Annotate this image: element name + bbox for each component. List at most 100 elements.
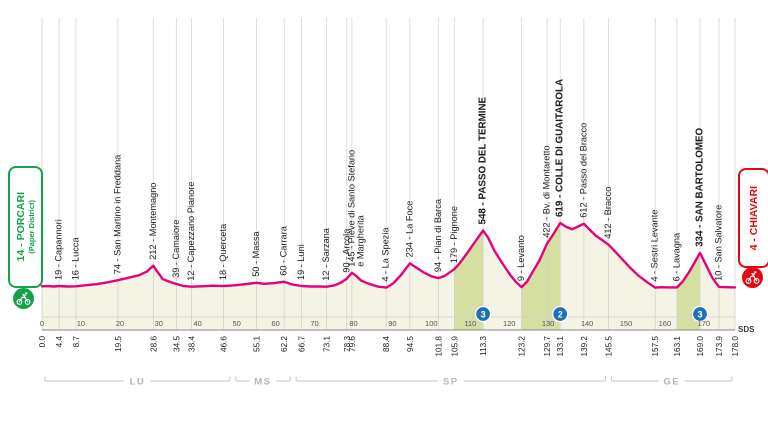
km-tick-label: 88.4 [382,336,391,352]
km-tick-label: 66.7 [298,336,307,352]
waypoint-label: 74 - San Martino in Freddana [112,154,122,274]
decade-tick-label: 20 [116,319,124,328]
km-tick-label: 163.1 [673,336,682,357]
km-tick-label: 129.7 [543,336,552,357]
km-tick-label: 55.1 [253,336,262,352]
waypoint-label: 619 - COLLE DI GUAITAROLA [555,79,566,217]
waypoint-label: 19 - Luni [296,244,306,280]
decade-tick-label: 130 [542,319,555,328]
km-tick-label: 105.9 [450,336,459,357]
km-tick-label: 139.2 [580,336,589,357]
km-tick-label: 4.4 [55,336,64,348]
km-tick-label: 34.5 [172,336,181,352]
province-bracket: SP [295,376,606,388]
km-tick-label: 123.2 [518,336,527,357]
climb-area [454,230,484,330]
waypoint-label: 12 - Sarzana [321,227,331,280]
gpm-badge [552,305,569,323]
waypoint-label: 90 - Arcola [341,228,351,273]
km-tick-label: 113.3 [479,336,488,356]
waypoint-label: 50 - Massa [251,230,261,276]
cyclist-glyph [745,271,760,284]
waypoint-label: 145 - Pieve di Santo Stefano [346,150,356,267]
start-box: 14 - PORCARI (Paper District) [8,166,43,288]
waypoint-label: 179 - Pignone [449,206,459,263]
km-tick-label: 28.6 [149,336,158,352]
gpm-category-label: 3 [481,310,486,320]
km-tick-label: 62.2 [280,336,289,352]
waypoint-label: 548 - PASSO DEL TERMINE [478,96,489,224]
start-location-sublabel: (Paper District) [27,200,36,254]
waypoint-label: 60 - Carrara [279,225,289,275]
decade-tick-label: 30 [155,319,163,328]
province-label: MS [254,377,271,388]
climb-area [521,223,561,330]
waypoint-label: 422 - Bv. di Montaretto [542,145,552,237]
km-tick-label: 169.0 [696,336,705,357]
km-tick-label: 173.9 [715,336,724,357]
waypoint-label: 334 - SAN BARTOLOMEO [695,127,706,246]
waypoint-label: 412 - Bracco [603,187,613,239]
km-tick-label: 73.1 [323,336,332,352]
finish-cyclist-icon [742,267,763,288]
province-label: GE [663,377,680,388]
km-tick-label: 101.8 [434,336,443,357]
waypoint-label: 612 - Passo del Bracco [578,123,588,218]
waypoint-label: 234 - La Foce [404,201,414,258]
decade-tick-label: 40 [194,319,202,328]
waypoint-label: 19 - Capannori [54,219,64,280]
cyclist-glyph [16,292,31,305]
start-cyclist-icon [13,288,34,309]
decade-tick-label: 80 [349,319,357,328]
province-bracket: MS [235,376,291,388]
km-tick-label: 178.0 [731,336,740,357]
decade-tick-label: 160 [659,319,672,328]
credit-label: SDS [738,325,755,334]
km-tick-label: 145.5 [605,336,614,357]
finish-location-label: 4 - CHIAVARI [748,185,760,251]
decade-tick-label: 50 [233,319,241,328]
gpm-category-label: 2 [558,310,563,320]
waypoint-label: 16 - Lucca [70,237,80,281]
province-label: LU [130,377,146,388]
decade-tick-label: 0 [40,319,44,328]
finish-box: 4 - CHIAVARI [738,168,768,268]
km-tick-label: 8.7 [72,336,81,348]
decade-tick-label: 90 [388,319,396,328]
decade-tick-label: 100 [425,319,438,328]
decade-tick-label: 110 [464,319,476,328]
waypoint-label: 6 - Lavagna [672,232,682,281]
km-tick-label: 46.6 [219,336,228,352]
km-tick-label: 157.5 [651,336,660,357]
gpm-category-label: 3 [697,310,702,320]
waypoint-label: 4 - Sestri Levante [650,210,660,282]
province-bracket: LU [44,376,231,388]
km-tick-label: 133.1 [556,336,565,357]
decade-tick-label: 140 [581,319,594,328]
province-bracket: GE [611,376,733,388]
profile-fill [42,223,735,330]
decade-tick-label: 70 [310,319,318,328]
waypoint-label: 39 - Camaiore [171,220,181,278]
profile-line [40,221,737,289]
waypoint-label: 4 - La Spezia [381,227,391,282]
waypoint-label: 94 - Pian di Barca [433,198,443,272]
decade-tick-label: 150 [620,319,633,328]
waypoint-label: 10 - San Salvatore [714,205,724,281]
waypoint-label: 18 - Querceta [218,223,228,280]
km-tick-label: 78.3 [343,336,352,352]
km-tick-label: 94.5 [406,336,415,352]
km-tick-label: 19.5 [114,336,123,352]
gpm-badge [691,305,709,323]
gpm-badge [474,305,492,323]
decade-tick-label: 120 [503,319,516,328]
km-tick-label: 79.6 [348,336,357,352]
km-tick-label: 0.0 [38,336,47,348]
waypoint-label: 212 - Montemagno [148,183,158,260]
decade-tick-label: 10 [77,319,85,328]
waypoint-label: 9 - Levanto [516,235,526,281]
km-tick-label: 38.4 [188,336,197,352]
waypoint-label: 12 - Capezzano Pianore [186,182,196,281]
